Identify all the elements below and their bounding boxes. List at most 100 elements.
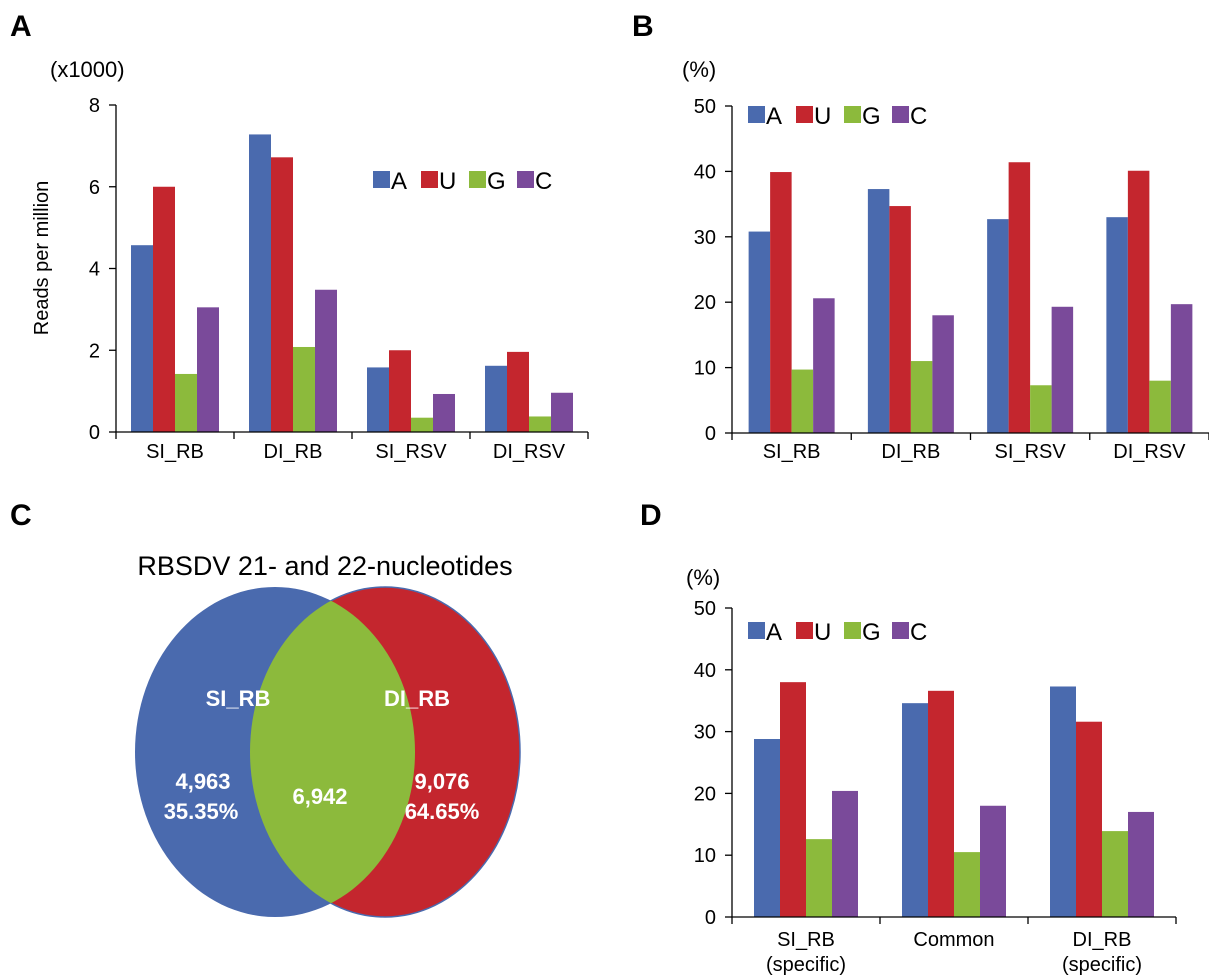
chart-b-bar-c-1 <box>813 298 835 433</box>
chart-b-bar-a-1 <box>748 231 771 433</box>
chart-d: (%) SI_RB (specific) Common DI_RB (specific) 0… <box>686 565 1177 976</box>
chart-d-bar-a-2 <box>902 703 928 917</box>
chart-a-category-label-2: DI_RB <box>264 441 323 463</box>
chart-a-legend-label-a: A <box>391 168 407 195</box>
chart-a-bar-c-1 <box>197 307 219 432</box>
chart-b-y-tick-label-2: 20 <box>694 292 716 314</box>
chart-d-bar-g-1 <box>806 839 832 917</box>
chart-d-unit-label: (%) <box>686 565 720 590</box>
chart-d-bar-a-3 <box>1050 686 1076 917</box>
chart-a: (x1000) Reads per million SI_RB DI_RB SI_RSV… <box>31 57 589 463</box>
chart-a-bar-c-3 <box>433 393 455 432</box>
chart-d-y-tick-label-4: 40 <box>694 660 716 682</box>
panel-letter-a: A <box>10 10 32 43</box>
chart-b-bar-a-3 <box>987 219 1009 433</box>
chart-a-category-label-4: DI_RSV <box>493 441 566 463</box>
chart-d-y-tick-label-0: 0 <box>705 907 716 929</box>
chart-b-y-tick-label-0: 0 <box>705 423 716 445</box>
chart-b-y-tick-label-1: 10 <box>694 358 716 380</box>
chart-d-category-label-2: Common <box>913 929 994 951</box>
chart-b-legend-swatch-a <box>748 106 765 123</box>
chart-d-category-label-3-line-1: DI_RB <box>1073 929 1132 951</box>
chart-a-legend-swatch-u <box>421 171 438 188</box>
chart-d-category-label-1-line-2: (specific) <box>766 954 846 976</box>
chart-a-bar-u-3 <box>389 350 411 432</box>
chart-a-y-axis-title: Reads per million <box>31 181 53 336</box>
chart-d-bar-u-1 <box>780 682 806 917</box>
chart-d-y-tick-label-3: 30 <box>694 722 716 744</box>
venn-title-line-1: RBSDV 21- and 22-nucleotides <box>137 551 512 581</box>
chart-b-legend-label-g: G <box>862 103 881 130</box>
chart-b-category-label-4: DI_RSV <box>1113 441 1186 463</box>
chart-b-legend-swatch-g <box>844 106 861 123</box>
chart-a-bar-a-3 <box>367 367 389 432</box>
chart-b-legend-label-u: U <box>814 103 831 130</box>
chart-d-legend-swatch-c <box>892 622 909 639</box>
chart-a-unit-label: (x1000) <box>50 57 125 82</box>
panel-letter-d: D <box>640 499 662 532</box>
chart-b-bar-c-3 <box>1051 306 1074 433</box>
venn-count-di-rb: 9,076 <box>414 769 469 794</box>
chart-d-legend-label-u: U <box>814 619 831 646</box>
panel-letter-b: B <box>632 10 654 43</box>
venn-count-overlap: 6,942 <box>292 784 347 809</box>
chart-b-bar-c-4 <box>1170 304 1193 433</box>
chart-b-bar-c-2 <box>932 315 954 433</box>
chart-a-bar-c-2 <box>315 289 337 432</box>
panel-letter-c: C <box>10 499 32 532</box>
chart-b-category-label-3: SI_RSV <box>995 441 1067 463</box>
chart-b-bar-g-2 <box>910 361 933 433</box>
chart-a-bar-u-1 <box>153 186 175 432</box>
chart-a-legend-swatch-g <box>469 171 486 188</box>
chart-a-legend-label-c: C <box>535 168 552 195</box>
chart-d-bar-g-3 <box>1102 831 1128 917</box>
chart-d-bar-c-3 <box>1128 811 1154 917</box>
venn-label-si-rb: SI_RB <box>206 686 271 711</box>
chart-a-y-tick-label-2: 4 <box>89 259 100 281</box>
chart-a-y-tick-label-4: 8 <box>89 95 100 117</box>
chart-d-legend-swatch-a <box>748 622 765 639</box>
chart-a-legend-swatch-c <box>517 171 534 188</box>
chart-d-bar-c-1 <box>832 790 858 917</box>
chart-a-y-tick-label-0: 0 <box>89 422 100 444</box>
chart-a-y-tick-label-3: 6 <box>89 177 100 199</box>
chart-d-bar-a-1 <box>754 739 780 917</box>
chart-a-bar-a-1 <box>131 245 153 432</box>
chart-b-category-label-2: DI_RB <box>881 441 940 463</box>
chart-a-bar-u-4 <box>507 351 529 432</box>
chart-d-bar-u-2 <box>928 690 954 917</box>
chart-d-legend-label-a: A <box>766 619 782 646</box>
chart-b-bar-g-3 <box>1030 385 1052 433</box>
chart-b-bar-u-3 <box>1008 162 1031 433</box>
chart-a-legend-label-u: U <box>439 168 456 195</box>
venn-count-si-rb: 4,963 <box>175 769 230 794</box>
chart-d-bar-u-3 <box>1076 721 1102 917</box>
chart-a-bar-g-3 <box>411 417 433 432</box>
venn-percent-si-rb: 35.35% <box>164 799 239 824</box>
chart-a-bar-g-1 <box>175 373 197 432</box>
chart-b-bar-u-4 <box>1127 170 1150 433</box>
venn-percent-di-rb: 64.65% <box>405 799 480 824</box>
chart-d-y-tick-label-5: 50 <box>694 598 716 620</box>
chart-d-bar-g-2 <box>954 852 980 917</box>
chart-d-category-label-1-line-1: SI_RB <box>777 929 835 951</box>
chart-a-bar-c-4 <box>551 392 573 432</box>
chart-a-category-label-3: SI_RSV <box>375 441 447 463</box>
chart-b-legend-swatch-u <box>796 106 813 123</box>
chart-b-unit-label: (%) <box>682 57 716 82</box>
chart-a-bar-a-4 <box>485 365 507 432</box>
chart-d-y-tick-label-1: 10 <box>694 845 716 867</box>
chart-b-legend-label-c: C <box>910 103 927 130</box>
venn-label-di-rb: DI_RB <box>384 686 450 711</box>
chart-b-y-tick-label-3: 30 <box>694 227 716 249</box>
chart-b-bar-u-2 <box>889 206 911 433</box>
chart-b-y-tick-label-4: 40 <box>694 161 716 183</box>
chart-b-bar-a-4 <box>1106 217 1128 433</box>
chart-b-legend-swatch-c <box>892 106 909 123</box>
chart-d-legend-label-g: G <box>862 619 881 646</box>
chart-a-legend-label-g: G <box>487 168 506 195</box>
chart-a-y-tick-label-1: 2 <box>89 340 100 362</box>
venn-diagram: RBSDV 21- and 22-nucleotides (unique rea… <box>135 551 521 918</box>
chart-a-legend-swatch-a <box>373 171 390 188</box>
